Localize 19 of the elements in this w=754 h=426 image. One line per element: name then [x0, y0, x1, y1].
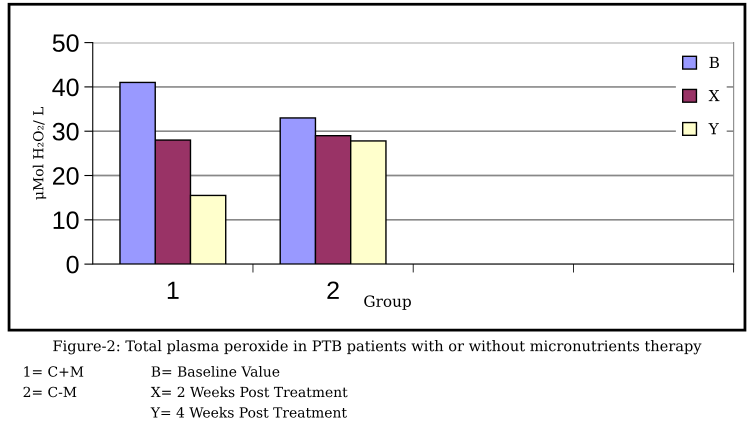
y-tick-label: 0 — [66, 256, 79, 274]
x-axis-title: Group — [364, 295, 411, 310]
text: Figure-2: Total plasma peroxide in PTB patients with or without micronutrients therapy — [53, 340, 702, 354]
x-tick-label: 2 — [327, 281, 339, 299]
text: B= Baseline Value — [152, 366, 280, 377]
y-tick-label: 40 — [52, 78, 79, 96]
y-tick-label: 50 — [52, 34, 79, 52]
legend-label: X — [708, 90, 720, 102]
y-axis-title: μMol H₂O₂/ L — [32, 106, 46, 200]
text: X= 2 Weeks Post Treatment — [150, 386, 348, 398]
y-tick-label: 10 — [54, 211, 79, 230]
y-tick-label: 20 — [53, 167, 79, 185]
y-tick-label: 30 — [52, 122, 79, 141]
text: 1= C+M — [24, 366, 84, 377]
x-tick-label: 1 — [168, 282, 179, 299]
text: 2= C-M — [24, 386, 76, 398]
legend-label: Y — [708, 123, 719, 134]
text: Y= 4 Weeks Post Treatment — [150, 406, 347, 418]
legend-label: B — [710, 56, 719, 68]
